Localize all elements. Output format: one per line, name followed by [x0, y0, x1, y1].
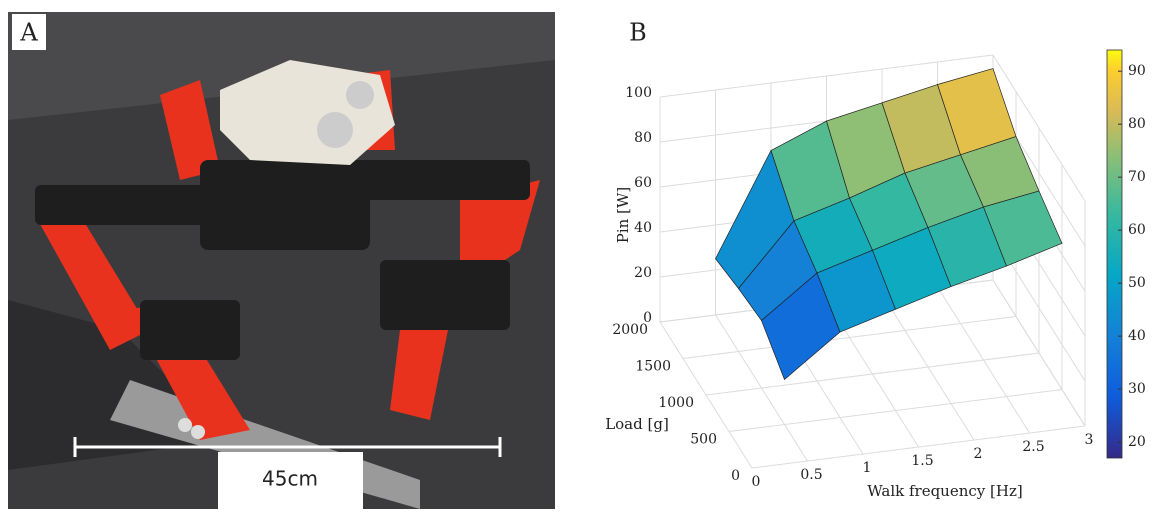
x-axis-label: Walk frequency [Hz] — [867, 482, 1022, 500]
z-axis-label: Pin [W] — [614, 187, 632, 243]
z-tick-label: 80 — [634, 130, 652, 146]
grid-line — [992, 279, 1086, 427]
panel-label: B — [629, 19, 647, 47]
z-tick-label: 0 — [643, 310, 652, 326]
y-tick-label: 1000 — [658, 395, 694, 411]
grid-line — [728, 389, 1063, 432]
z-tick-label: 20 — [634, 265, 652, 281]
grid-line — [705, 352, 1040, 396]
colorbar-tick-label: 80 — [1128, 116, 1146, 132]
grid-line — [682, 316, 1017, 359]
y-tick-label: 1500 — [635, 359, 671, 375]
scale-label: 45cm — [262, 467, 318, 491]
colorbar-tick-label: 90 — [1128, 63, 1146, 79]
colorbar — [1106, 49, 1123, 459]
x-tick-label: 2.5 — [1022, 439, 1044, 455]
panel-label: A — [19, 19, 38, 47]
photo: 45cm A — [8, 12, 555, 509]
z-tick-label: 100 — [625, 85, 652, 101]
surface-patch — [983, 190, 1063, 267]
z-tick-label: 60 — [634, 175, 652, 191]
colorbar-tick-label: 40 — [1128, 328, 1146, 344]
y-axis-label: Load [g] — [605, 415, 669, 433]
x-tick-label: 0 — [752, 474, 761, 490]
colorbar-tick-label: 50 — [1128, 275, 1146, 291]
colorbar-tick-label: 60 — [1128, 222, 1146, 238]
x-tick-label: 3 — [1085, 432, 1094, 448]
colorbar-tick-label: 30 — [1128, 381, 1146, 397]
grid-line — [751, 425, 1086, 469]
x-tick-label: 0.5 — [800, 467, 822, 483]
y-tick-label: 2000 — [612, 322, 648, 338]
x-tick-label: 1.5 — [911, 453, 933, 469]
grid-line — [659, 54, 994, 98]
colorbar-tick-label: 70 — [1128, 169, 1146, 185]
y-tick-label: 500 — [690, 432, 717, 448]
colorbar-tick-label: 20 — [1128, 434, 1146, 450]
x-tick-label: 2 — [974, 446, 983, 462]
x-tick-label: 1 — [863, 460, 872, 476]
grid-line — [992, 54, 1086, 202]
z-tick-label: 40 — [634, 220, 652, 236]
y-tick-label: 0 — [731, 468, 740, 484]
